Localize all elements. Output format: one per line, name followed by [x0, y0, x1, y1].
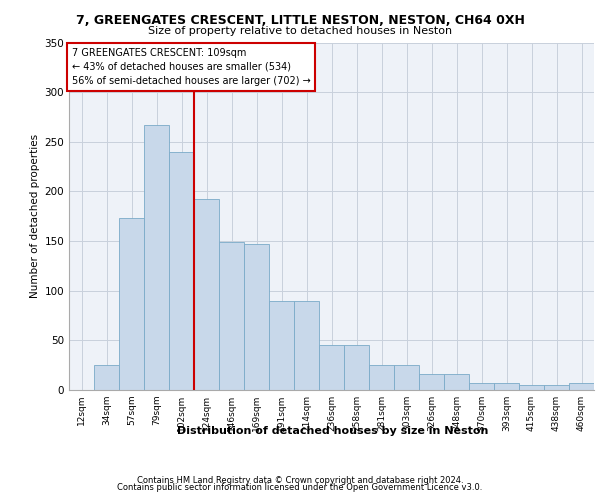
Bar — [494, 383, 519, 390]
Text: Distribution of detached houses by size in Neston: Distribution of detached houses by size … — [178, 426, 488, 436]
Bar — [419, 374, 444, 390]
Bar — [394, 365, 419, 390]
Y-axis label: Number of detached properties: Number of detached properties — [30, 134, 40, 298]
Bar — [169, 152, 194, 390]
Text: 7, GREENGATES CRESCENT, LITTLE NESTON, NESTON, CH64 0XH: 7, GREENGATES CRESCENT, LITTLE NESTON, N… — [76, 14, 524, 27]
Bar — [369, 365, 394, 390]
Bar — [519, 385, 544, 390]
Bar — [319, 346, 344, 390]
Bar — [244, 244, 269, 390]
Text: 7 GREENGATES CRESCENT: 109sqm
← 43% of detached houses are smaller (534)
56% of : 7 GREENGATES CRESCENT: 109sqm ← 43% of d… — [71, 48, 310, 86]
Bar — [219, 242, 244, 390]
Text: Size of property relative to detached houses in Neston: Size of property relative to detached ho… — [148, 26, 452, 36]
Bar — [344, 346, 369, 390]
Bar — [444, 374, 469, 390]
Bar — [194, 200, 219, 390]
Bar — [119, 218, 144, 390]
Bar — [469, 383, 494, 390]
Bar — [569, 383, 594, 390]
Text: Contains public sector information licensed under the Open Government Licence v3: Contains public sector information licen… — [118, 484, 482, 492]
Text: Contains HM Land Registry data © Crown copyright and database right 2024.: Contains HM Land Registry data © Crown c… — [137, 476, 463, 485]
Bar — [294, 300, 319, 390]
Bar — [144, 125, 169, 390]
Bar — [94, 365, 119, 390]
Bar — [544, 385, 569, 390]
Bar — [269, 300, 294, 390]
